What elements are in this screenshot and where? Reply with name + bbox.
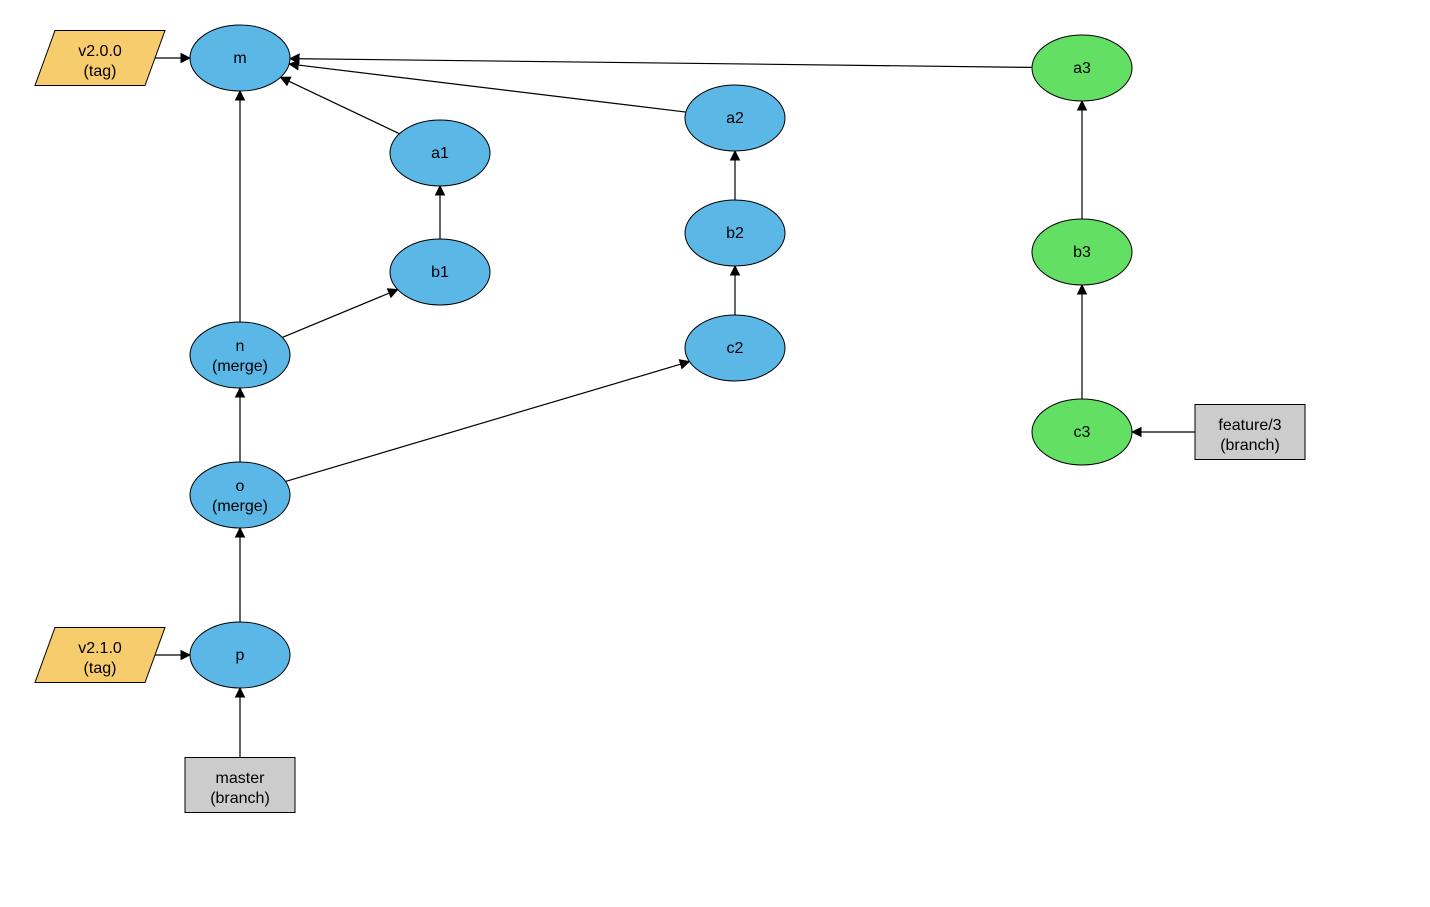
tag-t1: v2.0.0 (tag) (35, 31, 165, 86)
commit-b1: b1 (390, 239, 490, 305)
commit-b2-label: b2 (726, 225, 744, 242)
shapes-layer: m a1 b1 n (merge) o (merge) p a2 b2 c2 a3 b3 c3 v2.0.0… (35, 25, 1305, 813)
commit-b1-label: b1 (431, 264, 449, 281)
commit-b3: b3 (1032, 219, 1132, 285)
branch-master: master (branch) (185, 758, 295, 813)
commit-c2: c2 (685, 315, 785, 381)
commit-c2-label: c2 (727, 340, 744, 357)
commit-a1-label: a1 (431, 145, 449, 162)
tag-t2: v2.1.0 (tag) (35, 628, 165, 683)
edge-a2-m (289, 64, 686, 112)
edges-layer (155, 58, 1195, 758)
commit-a1: a1 (390, 120, 490, 186)
branch-feature3-line2: (branch) (1220, 437, 1280, 454)
edge-o-c2 (286, 362, 690, 482)
commit-a3-label: a3 (1073, 60, 1091, 77)
commit-o-sublabel: (merge) (212, 498, 268, 515)
tag-t2-line1: v2.1.0 (78, 640, 122, 657)
edge-n-b1 (282, 290, 397, 338)
commit-m: m (190, 25, 290, 91)
commit-b2: b2 (685, 200, 785, 266)
edge-a1-m (281, 77, 400, 133)
edge-a3-m (290, 59, 1032, 68)
commit-a3: a3 (1032, 35, 1132, 101)
commit-a2-label: a2 (726, 110, 744, 127)
commit-c3-label: c3 (1074, 424, 1091, 441)
tag-t1-line1: v2.0.0 (78, 43, 122, 60)
commit-m-label: m (233, 50, 246, 67)
commit-n: n (merge) (190, 322, 290, 388)
branch-feature3-line1: feature/3 (1218, 417, 1281, 434)
commit-o: o (merge) (190, 462, 290, 528)
branch-master-line1: master (216, 770, 266, 787)
branch-feature3: feature/3 (branch) (1195, 405, 1305, 460)
commit-n-sublabel: (merge) (212, 358, 268, 375)
tag-t1-line2: (tag) (84, 63, 117, 80)
commit-p: p (190, 622, 290, 688)
commit-a2: a2 (685, 85, 785, 151)
commit-c3: c3 (1032, 399, 1132, 465)
commit-n-label: n (236, 338, 245, 355)
commit-o-label: o (236, 478, 245, 495)
branch-master-line2: (branch) (210, 790, 270, 807)
tag-t2-line2: (tag) (84, 660, 117, 677)
commit-p-label: p (236, 647, 245, 664)
commit-b3-label: b3 (1073, 244, 1091, 261)
